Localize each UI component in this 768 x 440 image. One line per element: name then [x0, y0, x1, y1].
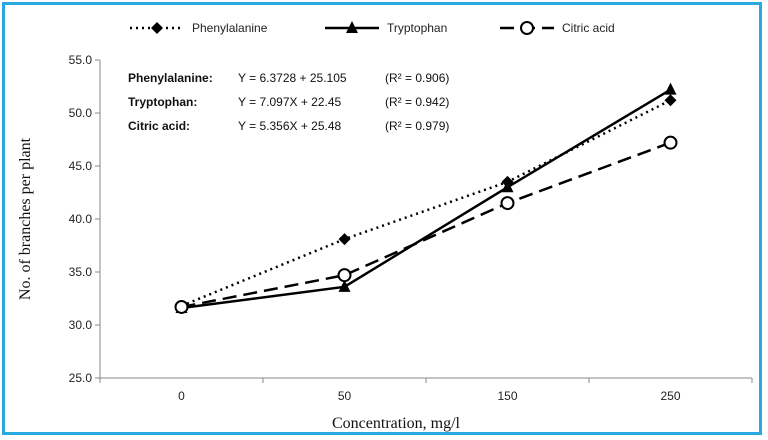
data-point	[664, 82, 677, 95]
legend-label: Phenylalanine	[192, 21, 268, 35]
equation-label: Citric acid:	[128, 119, 190, 133]
data-point	[174, 299, 189, 314]
equation-r2: (R² = 0.906)	[385, 71, 449, 85]
legend-label: Tryptophan	[387, 21, 447, 35]
legend-item: Citric acid	[500, 21, 615, 35]
series-line	[181, 141, 671, 309]
y-tick-label: 40.0	[69, 212, 93, 226]
legend-marker	[346, 21, 358, 33]
data-point	[664, 94, 677, 107]
data-point	[663, 135, 678, 150]
legend-label: Citric acid	[562, 21, 615, 35]
series-layer	[174, 82, 678, 314]
equation-r2: (R² = 0.942)	[385, 95, 449, 109]
y-ticks: 25.0 30.0 35.0 40.0 45.0 50.0 55.0	[69, 53, 100, 385]
x-tick-label: 250	[660, 389, 680, 403]
legend-marker	[151, 22, 163, 34]
legend-marker	[520, 21, 534, 35]
data-point	[500, 196, 515, 211]
equation-r2: (R² = 0.979)	[385, 119, 449, 133]
x-tick-label: 50	[338, 389, 352, 403]
y-axis-title: No. of branches per plant	[17, 137, 34, 300]
legend: Phenylalanine Tryptophan Citric acid	[130, 21, 615, 35]
data-point	[338, 279, 351, 292]
equation-formula: Y = 5.356X + 25.48	[238, 119, 342, 133]
regression-equations: Phenylalanine: Y = 6.3728 + 25.105 (R² = 0…	[128, 71, 449, 133]
equation-row: Citric acid: Y = 5.356X + 25.48 (R² = 0.97…	[128, 119, 449, 133]
equation-row: Phenylalanine: Y = 6.3728 + 25.105 (R² = 0…	[128, 71, 449, 85]
y-tick-label: 25.0	[69, 371, 93, 385]
equation-formula: Y = 7.097X + 22.45	[238, 95, 342, 109]
equation-label: Tryptophan:	[128, 95, 197, 109]
y-tick-label: 45.0	[69, 159, 93, 173]
legend-item: Phenylalanine	[130, 21, 268, 35]
equation-row: Tryptophan: Y = 7.097X + 22.45 (R² = 0.942…	[128, 95, 449, 109]
x-tick-label: 150	[497, 389, 517, 403]
equation-label: Phenylalanine:	[128, 71, 213, 85]
equation-formula: Y = 6.3728 + 25.105	[238, 71, 347, 85]
legend-item: Tryptophan	[325, 21, 447, 35]
y-tick-label: 30.0	[69, 318, 93, 332]
data-point	[338, 233, 351, 246]
y-tick-label: 50.0	[69, 106, 93, 120]
x-axis-title: Concentration, mg/l	[332, 415, 461, 432]
y-tick-label: 55.0	[69, 53, 93, 67]
chart-frame	[2, 2, 762, 435]
series-citric-acid	[174, 135, 678, 314]
x-tick-label: 0	[178, 389, 185, 403]
data-point	[501, 180, 514, 193]
y-tick-label: 35.0	[69, 265, 93, 279]
series-line	[181, 88, 672, 310]
x-ticks: 0 50 150 250	[99, 378, 753, 403]
series-tryptophan	[175, 82, 677, 314]
data-point	[337, 268, 352, 283]
